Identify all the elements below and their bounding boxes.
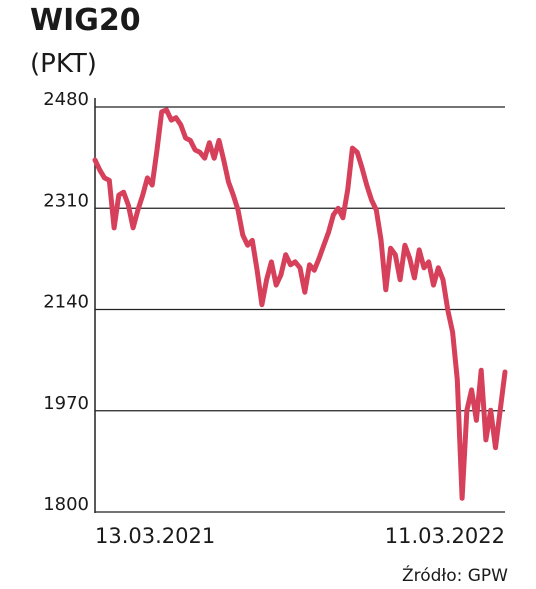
line: [92, 107, 508, 501]
x-tick-label: 13.03.2021: [95, 524, 215, 548]
chart-title: WIG20: [30, 3, 141, 38]
x-tick-label: 11.03.2022: [385, 524, 505, 548]
source: Źródło: GPW: [402, 564, 508, 586]
y-tick-label: 1970: [43, 393, 89, 414]
y-tick-label: 2310: [43, 190, 89, 211]
chart-subtitle: (PKT): [30, 49, 97, 79]
y-tick-label: 2480: [43, 89, 89, 110]
y-tick-label: 2140: [43, 292, 89, 313]
y-tick-label: 1800: [43, 494, 89, 515]
